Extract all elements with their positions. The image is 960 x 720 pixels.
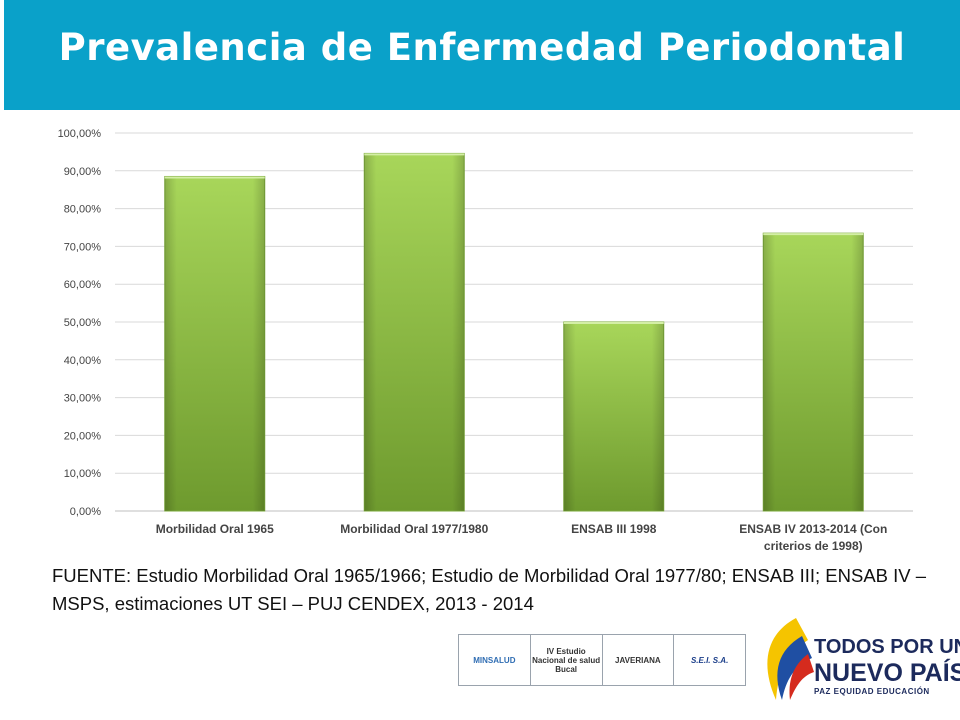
bar-bevel (164, 176, 265, 511)
title-banner: Prevalencia de Enfermedad Periodontal (4, 0, 960, 110)
javeriana-logo: JAVERIANA (603, 635, 675, 685)
gobierno-brand: TODOS POR UN NUEVO PAÍS PAZ EQUIDAD EDUC… (756, 614, 960, 704)
y-tick-label: 80,00% (64, 204, 102, 216)
bar-bevel (563, 322, 664, 511)
x-tick-label: Morbilidad Oral 1977/1980 (340, 522, 488, 536)
y-tick-label: 20,00% (64, 430, 102, 442)
minsalud-logo-text: MINSALUD (473, 655, 516, 665)
sei-logo-text: S.E.I. S.A. (690, 655, 729, 665)
sei-logo: S.E.I. S.A. (674, 635, 745, 685)
javeriana-logo-text: JAVERIANA (615, 655, 661, 665)
estudio-logo: IV Estudio Nacional de salud Bucal (531, 635, 603, 685)
y-tick-label: 70,00% (64, 241, 102, 253)
minsalud-logo: MINSALUD (459, 635, 531, 685)
brand-line-2: NUEVO PAÍS (814, 659, 960, 687)
partner-logos: MINSALUD IV Estudio Nacional de salud Bu… (458, 634, 746, 686)
y-tick-label: 40,00% (64, 355, 102, 367)
x-tick-label: ENSAB IV 2013-2014 (Con (739, 522, 887, 536)
x-tick-label: Morbilidad Oral 1965 (156, 522, 274, 536)
page-title: Prevalencia de Enfermedad Periodontal (58, 26, 906, 69)
brand-flag-icon (767, 618, 814, 700)
y-tick-label: 100,00% (58, 128, 102, 140)
brand-line-1: TODOS POR UN (814, 636, 960, 658)
x-tick-label: ENSAB III 1998 (571, 522, 657, 536)
estudio-logo-text: IV Estudio Nacional de salud Bucal (532, 646, 601, 674)
source-note: FUENTE: Estudio Morbilidad Oral 1965/196… (52, 565, 927, 614)
y-tick-label: 30,00% (64, 393, 102, 405)
y-tick-label: 50,00% (64, 317, 102, 329)
brand-line-3: PAZ EQUIDAD EDUCACIÓN (814, 687, 930, 696)
x-tick-label: criterios de 1998) (764, 539, 863, 553)
y-tick-label: 90,00% (64, 166, 102, 178)
y-tick-label: 10,00% (64, 468, 102, 480)
bar-bevel (763, 233, 864, 512)
bar-bevel (364, 153, 465, 512)
y-tick-label: 0,00% (70, 506, 101, 518)
y-tick-label: 60,00% (64, 279, 102, 291)
bar-chart: 0,00% 10,00% 20,00% 30,00% 40,00% 50,00% 60,00… (58, 128, 913, 553)
